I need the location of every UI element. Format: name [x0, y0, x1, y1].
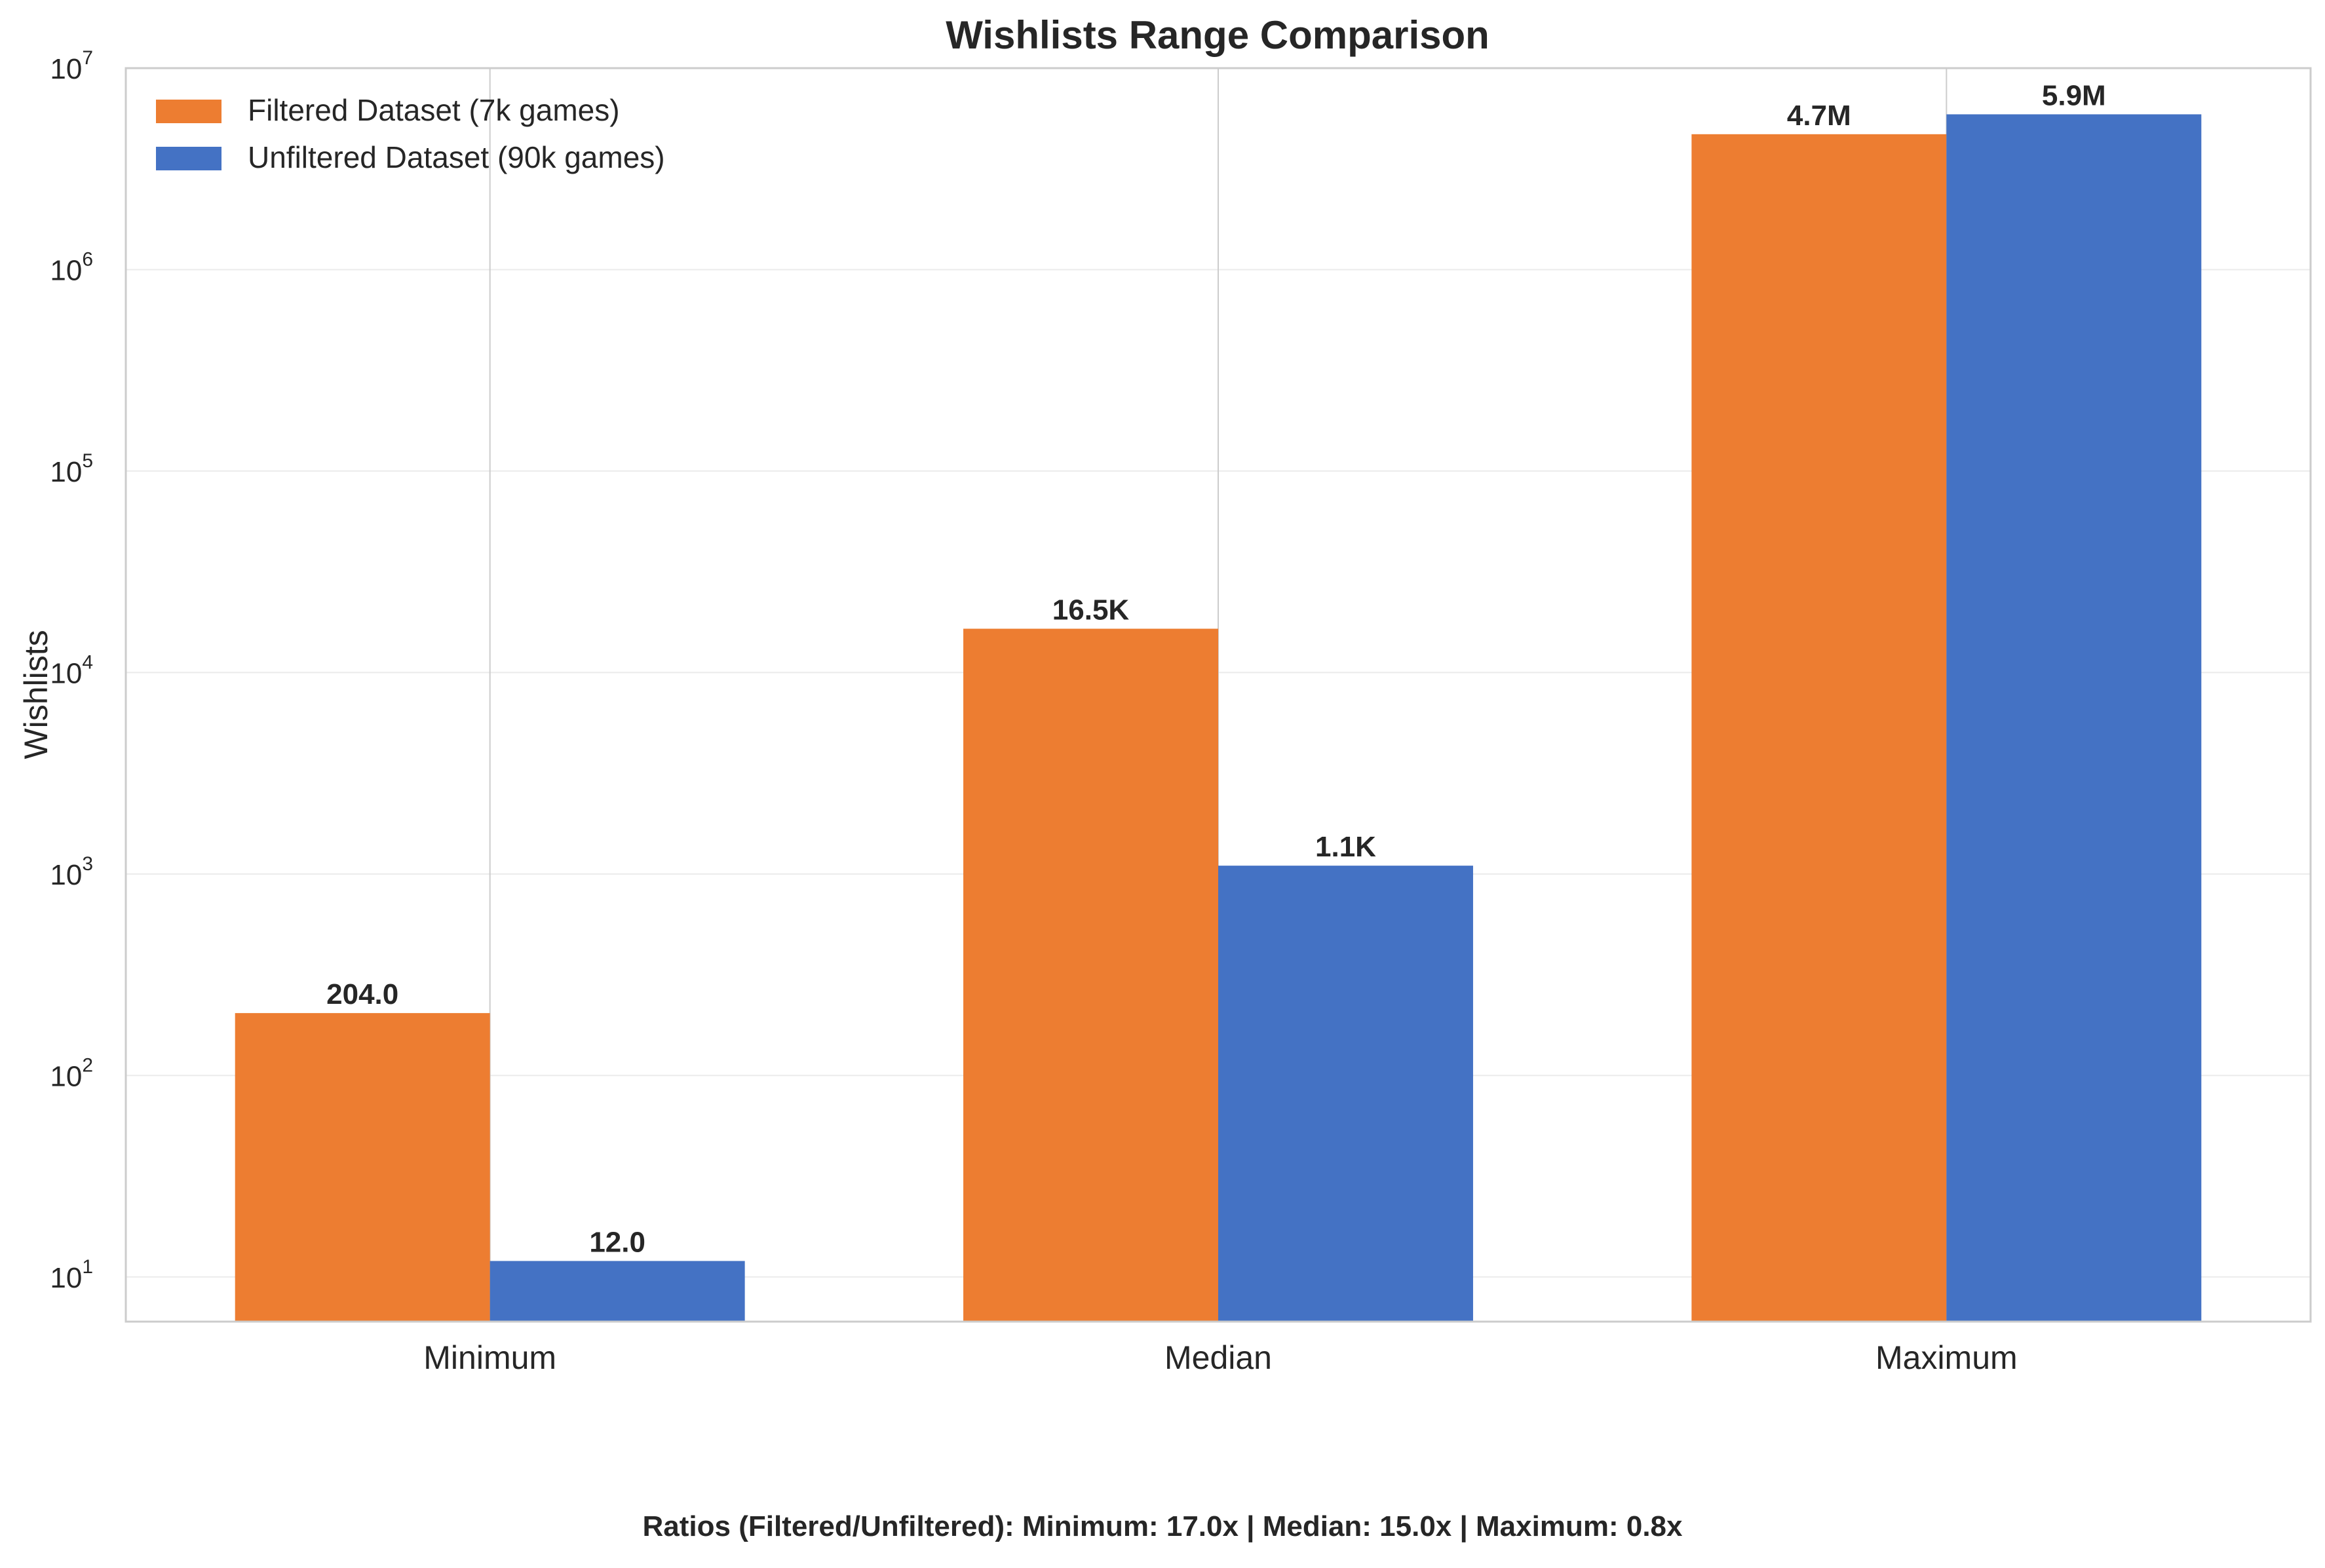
- bar-value-label: 204.0: [326, 978, 398, 1010]
- plot-frame: [125, 67, 2312, 1323]
- x-axis-ticks: Minimum Median Maximum: [423, 1339, 2017, 1376]
- bar-value-label: 1.1K: [1315, 831, 1376, 863]
- legend-swatch-unfiltered: [156, 147, 221, 170]
- bar-unfiltered-median: [1218, 866, 1473, 1322]
- y-axis-label: Wishlists: [18, 630, 54, 759]
- bar-filtered-maximum: [1691, 134, 1947, 1322]
- bar-filtered-median: [963, 628, 1218, 1322]
- legend: Filtered Dataset (7k games) Unfiltered D…: [156, 93, 665, 174]
- y-tick-label: 104: [50, 651, 93, 689]
- x-tick-label: Minimum: [423, 1339, 556, 1376]
- bar-value-label: 4.7M: [1787, 100, 1851, 132]
- bar-unfiltered-minimum: [490, 1261, 745, 1322]
- x-tick-label: Maximum: [1875, 1339, 2018, 1376]
- y-axis-ticks: 101 102 103 104 105 106 107: [50, 47, 93, 1294]
- bar-value-label: 12.0: [589, 1226, 645, 1258]
- y-tick-label: 106: [50, 248, 93, 286]
- x-tick-label: Median: [1164, 1339, 1272, 1376]
- bar-value-label: 16.5K: [1052, 594, 1130, 626]
- bar-value-labels: 204.0 16.5K 4.7M 12.0 1.1K 5.9M: [326, 79, 2106, 1258]
- ratios-footnote: Ratios (Filtered/Unfiltered): Minimum: 1…: [642, 1510, 1683, 1542]
- y-tick-label: 101: [50, 1256, 93, 1294]
- bars: [235, 114, 2202, 1322]
- y-tick-label: 102: [50, 1054, 93, 1092]
- legend-swatch-filtered: [156, 100, 221, 123]
- bar-unfiltered-maximum: [1946, 114, 2202, 1322]
- chart-title: Wishlists Range Comparison: [946, 13, 1489, 57]
- bar-value-label: 5.9M: [2042, 79, 2106, 111]
- y-tick-label: 107: [50, 47, 93, 85]
- y-tick-label: 105: [50, 450, 93, 488]
- y-tick-label: 103: [50, 853, 93, 891]
- legend-label-filtered: Filtered Dataset (7k games): [248, 93, 620, 127]
- legend-label-unfiltered: Unfiltered Dataset (90k games): [248, 140, 665, 174]
- bar-filtered-minimum: [235, 1013, 490, 1322]
